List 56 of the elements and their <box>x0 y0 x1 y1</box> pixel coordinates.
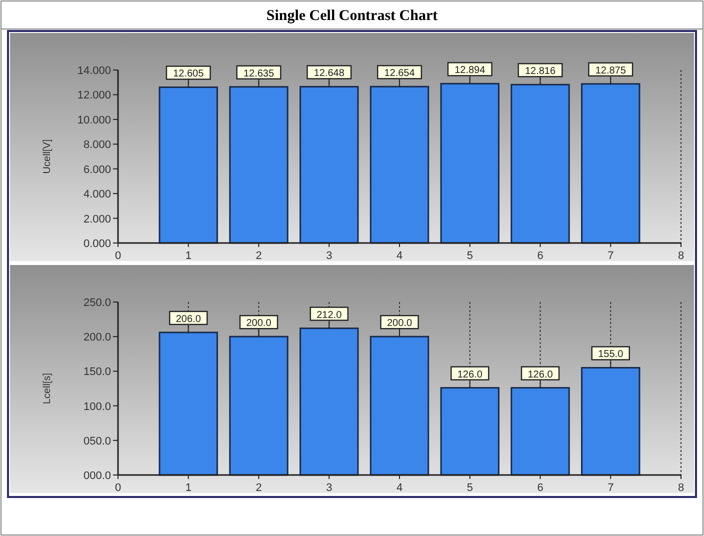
bar <box>370 336 430 476</box>
y-axis-title: Lcell[s] <box>42 372 53 404</box>
y-tick-label: 2.000 <box>83 213 111 226</box>
y-tick-label: 10.000 <box>77 114 111 126</box>
data-label: 200.0 <box>386 318 412 330</box>
y-tick-label: 8.000 <box>83 139 111 152</box>
x-tick-label: 5 <box>466 250 473 262</box>
x-tick-label: 7 <box>608 250 614 262</box>
data-label: 155.0 <box>598 349 624 360</box>
data-label: 212.0 <box>316 310 342 321</box>
data-label: 206.0 <box>176 314 202 325</box>
data-label: 12.648 <box>314 68 345 80</box>
y-axis-title: Ucell[V] <box>42 139 53 174</box>
data-label: 126.0 <box>457 369 483 380</box>
x-tick-label: 2 <box>256 250 262 262</box>
bar <box>229 336 288 476</box>
y-tick-label: 12.000 <box>77 90 111 102</box>
bar <box>581 366 640 476</box>
bar <box>158 332 218 476</box>
y-tick-label: 250.0 <box>83 297 111 309</box>
data-label: 12.875 <box>595 65 626 76</box>
data-label: 12.605 <box>173 68 204 80</box>
y-tick-label: 000.0 <box>83 470 111 482</box>
bar <box>440 387 500 476</box>
x-tick-label: 1 <box>185 482 192 494</box>
data-label: 12.654 <box>384 68 416 80</box>
data-label: 200.0 <box>246 318 272 330</box>
bar <box>300 328 359 476</box>
x-tick-label: 3 <box>326 250 332 262</box>
x-tick-label: 6 <box>537 482 544 494</box>
y-tick-label: 6.000 <box>83 164 111 176</box>
x-tick-label: 5 <box>466 482 473 494</box>
y-tick-label: 4.000 <box>83 188 111 201</box>
chart-title: Single Cell Contrast Chart <box>266 8 438 24</box>
data-label: 126.0 <box>528 369 554 380</box>
x-tick-label: 4 <box>396 250 403 262</box>
x-tick-label: 1 <box>185 250 192 262</box>
y-tick-label: 050.0 <box>83 435 111 448</box>
x-tick-label: 8 <box>678 250 684 262</box>
x-tick-label: 0 <box>114 250 122 262</box>
x-tick-label: 3 <box>326 482 332 494</box>
y-tick-label: 200.0 <box>83 332 111 344</box>
y-tick-label: 0.000 <box>83 238 111 250</box>
bar <box>510 387 570 476</box>
x-tick-label: 8 <box>678 482 684 494</box>
data-label: 12.816 <box>524 66 556 78</box>
x-tick-label: 4 <box>396 482 403 494</box>
y-tick-label: 100.0 <box>83 400 111 413</box>
x-tick-label: 2 <box>256 482 262 494</box>
data-label: 12.635 <box>243 68 274 80</box>
x-tick-label: 6 <box>537 250 544 262</box>
x-tick-label: 7 <box>608 482 614 494</box>
y-tick-label: 14.000 <box>77 65 111 77</box>
data-label: 12.894 <box>454 65 486 76</box>
x-tick-label: 0 <box>114 482 122 494</box>
y-tick-label: 150.0 <box>83 366 111 378</box>
